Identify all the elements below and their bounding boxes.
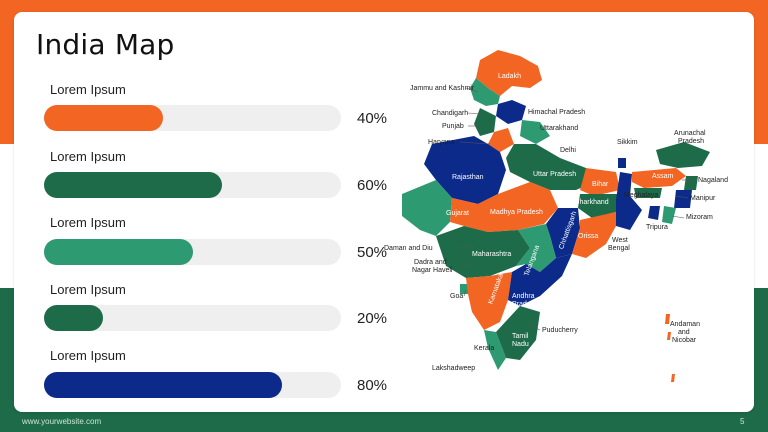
region-telangana (516, 224, 556, 272)
map-label-andaman-2: and (678, 329, 690, 336)
map-label-arunachal-2: Pradesh (678, 138, 704, 145)
map-label-haryana: Haryana (428, 139, 455, 146)
region-gujarat (402, 180, 452, 236)
map-label-arunachal-1: Arunachal (674, 130, 706, 137)
map-label-madhya-pradesh: Madhya Pradesh (490, 209, 543, 216)
region-orissa (572, 212, 616, 258)
progress-percent: 80% (357, 377, 388, 394)
map-label-tamil-1: Tamil (512, 333, 529, 340)
region-haryana (488, 128, 514, 152)
progress-label: Lorem Ipsum (50, 149, 126, 164)
region-andaman-nicobar (665, 314, 675, 382)
region-bihar (580, 168, 620, 196)
progress-percent: 40% (357, 110, 388, 127)
map-label-tripura: Tripura (646, 224, 668, 231)
map-label-puducherry: Puducherry (542, 327, 578, 334)
region-assam (632, 168, 686, 188)
map-label-manipur: Manipur (690, 195, 716, 202)
region-goa (460, 284, 468, 294)
region-chhattisgarh (546, 208, 580, 258)
map-label-west-bengal-2: Bengal (608, 245, 630, 252)
progress-percent: 20% (357, 310, 388, 327)
map-label-meghalaya: Meghalaya (624, 192, 658, 199)
leader-lines (459, 87, 696, 331)
map-label-west-bengal-1: West (612, 237, 628, 244)
india-map: Ladakh Jammu and Kashmir Himachal Prades… (384, 50, 728, 382)
progress-track (44, 239, 341, 265)
map-label-kerala: Kerala (474, 345, 494, 352)
map-label-delhi: Delhi (560, 147, 576, 154)
region-madhya-pradesh (450, 182, 558, 232)
map-label-sikkim: Sikkim (617, 139, 638, 146)
map-label-andaman-1: Andaman (670, 321, 700, 328)
region-ladakh (476, 50, 542, 96)
map-label-himachal: Himachal Pradesh (528, 109, 585, 116)
map-label-gujarat: Gujarat (446, 210, 469, 217)
page-title: India Map (36, 28, 175, 61)
region-mizoram (662, 206, 676, 224)
region-tripura (648, 206, 660, 220)
progress-fill (44, 239, 193, 265)
progress-track (44, 172, 341, 198)
map-label-andhra-2: Pradesh (512, 301, 538, 308)
progress-fill (44, 105, 163, 131)
map-label-uttar-pradesh: Uttar Pradesh (533, 171, 576, 178)
region-sikkim (618, 158, 626, 168)
map-label-andaman-3: Nicobar (672, 337, 697, 344)
progress-track (44, 105, 341, 131)
progress-label: Lorem Ipsum (50, 82, 126, 97)
map-label-bihar: Bihar (592, 181, 609, 188)
progress-label: Lorem Ipsum (50, 282, 126, 297)
map-label-chandigarh: Chandigarh (432, 110, 468, 117)
region-west-bengal (616, 172, 642, 230)
progress-fill (44, 172, 222, 198)
map-label-ladakh: Ladakh (498, 73, 521, 80)
region-nagaland (684, 176, 698, 190)
region-tamil-nadu (496, 306, 540, 360)
region-meghalaya (634, 188, 662, 198)
map-label-lakshadweep: Lakshadweep (432, 365, 475, 372)
region-manipur (674, 190, 692, 208)
map-label-goa: Goa (450, 293, 463, 300)
map-label-punjab: Punjab (442, 123, 464, 130)
progress-percent: 50% (357, 244, 388, 261)
map-label-orissa: Orissa (578, 233, 598, 240)
map-label-daman: Daman and Diu (384, 245, 433, 252)
footer-url: www.yourwebsite.com (22, 417, 102, 426)
map-label-andhra-1: Andhra (512, 293, 535, 300)
progress-track (44, 372, 341, 398)
region-uttarakhand (520, 120, 550, 144)
map-label-maharashtra: Maharashtra (472, 251, 511, 258)
map-label-mizoram: Mizoram (686, 214, 713, 221)
map-label-jharkhand: Jharkhand (576, 199, 609, 206)
progress-label: Lorem Ipsum (50, 348, 126, 363)
progress-percent: 60% (357, 177, 388, 194)
region-kerala (484, 330, 506, 370)
region-jammu-kashmir (470, 78, 500, 106)
region-rajasthan (424, 136, 506, 204)
region-andhra-pradesh (508, 254, 572, 306)
map-label-jammu: Jammu and Kashmir (410, 85, 475, 92)
progress-fill (44, 372, 282, 398)
region-arunachal-pradesh (656, 142, 710, 168)
progress-fill (44, 305, 103, 331)
map-label-dadra-2: Nagar Haveli (412, 267, 453, 274)
progress-label: Lorem Ipsum (50, 215, 126, 230)
page-number: 5 (740, 417, 745, 426)
map-label-nagaland: Nagaland (698, 177, 728, 184)
region-himachal (496, 100, 526, 124)
map-label-dadra-1: Dadra and (414, 259, 447, 266)
region-punjab (474, 108, 496, 136)
region-jharkhand (578, 194, 618, 218)
region-uttar-pradesh (506, 144, 594, 190)
region-maharashtra (436, 226, 530, 278)
map-label-uttarakhand: Uttarakhand (540, 125, 578, 132)
map-label-rajasthan: Rajasthan (452, 174, 484, 181)
map-label-assam: Assam (652, 173, 674, 180)
map-label-tamil-2: Nadu (512, 341, 529, 348)
region-karnataka (466, 272, 512, 330)
progress-track (44, 305, 341, 331)
